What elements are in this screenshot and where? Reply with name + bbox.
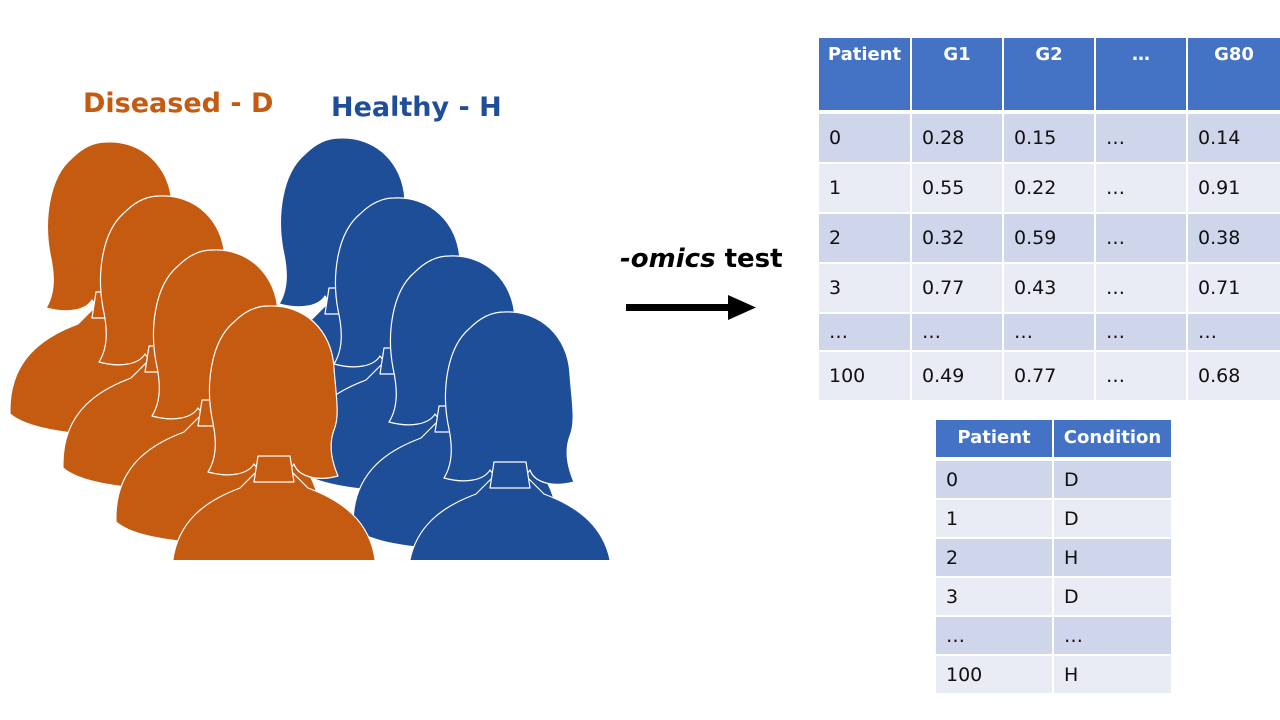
table-cell: 0.28 bbox=[911, 112, 1004, 164]
table-cell: … bbox=[911, 313, 1004, 352]
arrow-right-icon bbox=[626, 295, 756, 320]
table-cell: … bbox=[1095, 263, 1188, 314]
table-cell: 1 bbox=[819, 163, 912, 214]
table-row: 100 0.49 0.77 … 0.68 bbox=[819, 351, 1280, 402]
table-cell: … bbox=[1095, 163, 1188, 214]
table-cell: 2 bbox=[936, 538, 1054, 578]
gene-table-header: Patient bbox=[819, 38, 912, 114]
table-row: 3 0.77 0.43 … 0.71 bbox=[819, 263, 1280, 314]
table-cell: D bbox=[1053, 459, 1171, 500]
table-cell: 0 bbox=[936, 459, 1054, 500]
table-cell: 1 bbox=[936, 499, 1054, 539]
healthy-group-label: Healthy - H bbox=[331, 92, 502, 123]
table-cell: … bbox=[1095, 213, 1188, 264]
table-cell: D bbox=[1053, 577, 1171, 617]
gene-expression-table: Patient G1 G2 … G80 0 0.28 0.15 … 0.14 1… bbox=[819, 38, 1280, 402]
condition-table-header: Condition bbox=[1053, 420, 1171, 461]
table-cell: 0.59 bbox=[1003, 213, 1096, 264]
condition-table-header-row: Patient Condition bbox=[936, 420, 1171, 461]
process-label: -omics test bbox=[620, 244, 783, 274]
table-cell: … bbox=[1095, 313, 1188, 352]
table-cell: 100 bbox=[936, 655, 1054, 695]
patient-figures bbox=[9, 137, 613, 560]
table-cell: 0.77 bbox=[911, 263, 1004, 314]
gene-table-header: G80 bbox=[1187, 38, 1280, 114]
table-row: 2 H bbox=[936, 538, 1171, 578]
table-cell: … bbox=[936, 616, 1054, 656]
table-cell: H bbox=[1053, 655, 1171, 695]
process-prefix: -omics bbox=[620, 244, 716, 274]
table-cell: 2 bbox=[819, 213, 912, 264]
table-row: 2 0.32 0.59 … 0.38 bbox=[819, 213, 1280, 264]
diseased-group-label: Diseased - D bbox=[83, 88, 274, 119]
table-cell: 0 bbox=[819, 112, 912, 164]
table-cell: 0.77 bbox=[1003, 351, 1096, 402]
gene-table-header: G1 bbox=[911, 38, 1004, 114]
table-cell: … bbox=[1187, 313, 1280, 352]
table-cell: 100 bbox=[819, 351, 912, 402]
table-cell: 0.49 bbox=[911, 351, 1004, 402]
table-row: 1 0.55 0.22 … 0.91 bbox=[819, 163, 1280, 214]
table-row: … … bbox=[936, 616, 1171, 656]
process-suffix: test bbox=[715, 244, 783, 274]
table-row: 1 D bbox=[936, 499, 1171, 539]
gene-table-header-row: Patient G1 G2 … G80 bbox=[819, 38, 1280, 114]
table-cell: … bbox=[1095, 112, 1188, 164]
condition-table: Patient Condition 0 D 1 D 2 H 3 D … … 10… bbox=[936, 420, 1171, 695]
table-cell: 3 bbox=[819, 263, 912, 314]
gene-table-header: … bbox=[1095, 38, 1188, 114]
table-cell: 0.68 bbox=[1187, 351, 1280, 402]
table-cell: 0.71 bbox=[1187, 263, 1280, 314]
table-cell: 3 bbox=[936, 577, 1054, 617]
table-cell: D bbox=[1053, 499, 1171, 539]
condition-table-header: Patient bbox=[936, 420, 1054, 461]
table-cell: 0.14 bbox=[1187, 112, 1280, 164]
table-row: 0 0.28 0.15 … 0.14 bbox=[819, 112, 1280, 164]
table-cell: 0.38 bbox=[1187, 213, 1280, 264]
table-cell: … bbox=[1003, 313, 1096, 352]
table-cell: 0.43 bbox=[1003, 263, 1096, 314]
table-row: … … … … … bbox=[819, 313, 1280, 352]
table-row: 0 D bbox=[936, 459, 1171, 500]
table-cell: H bbox=[1053, 538, 1171, 578]
table-cell: 0.22 bbox=[1003, 163, 1096, 214]
gene-table-header: G2 bbox=[1003, 38, 1096, 114]
table-cell: 0.32 bbox=[911, 213, 1004, 264]
table-row: 100 H bbox=[936, 655, 1171, 695]
table-cell: … bbox=[819, 313, 912, 352]
table-cell: … bbox=[1053, 616, 1171, 656]
table-cell: … bbox=[1095, 351, 1188, 402]
table-cell: 0.15 bbox=[1003, 112, 1096, 164]
table-row: 3 D bbox=[936, 577, 1171, 617]
table-cell: 0.55 bbox=[911, 163, 1004, 214]
table-cell: 0.91 bbox=[1187, 163, 1280, 214]
